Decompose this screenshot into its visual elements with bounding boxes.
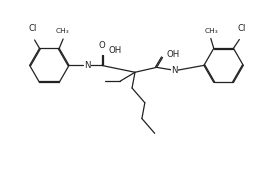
Text: N: N <box>84 61 91 70</box>
Text: OH: OH <box>167 50 180 59</box>
Text: O: O <box>98 41 105 50</box>
Text: Cl: Cl <box>28 24 37 33</box>
Text: Cl: Cl <box>237 24 245 33</box>
Text: CH₃: CH₃ <box>56 28 69 34</box>
Text: N: N <box>171 66 178 75</box>
Text: OH: OH <box>109 46 122 55</box>
Text: CH₃: CH₃ <box>204 28 218 33</box>
